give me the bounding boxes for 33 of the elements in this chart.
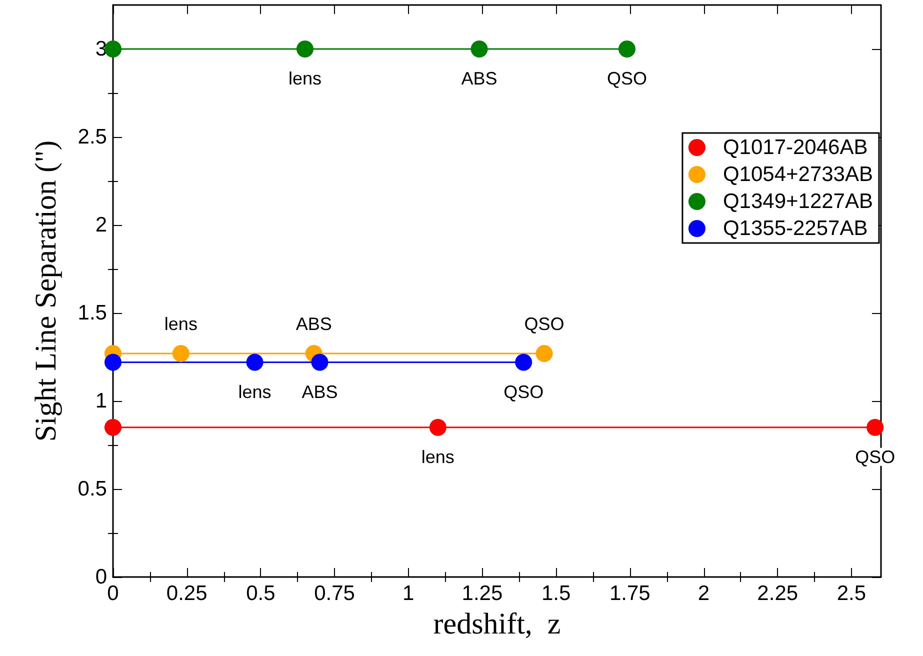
data-label: ABS	[296, 314, 332, 334]
data-label: QSO	[524, 314, 564, 334]
x-tick-label: 1.25	[462, 582, 503, 605]
data-label: ABS	[302, 382, 338, 402]
data-label: QSO	[504, 382, 544, 402]
data-label: ABS	[461, 68, 498, 88]
y-axis-title: Sight Line Separation (")	[30, 140, 62, 442]
x-tick-label: 1.75	[609, 582, 650, 605]
y-tick-label: 2	[95, 214, 107, 236]
legend-label: Q1349+1227AB	[722, 190, 873, 213]
legend-label: Q1355-2257AB	[722, 217, 868, 240]
x-tick-label: 2	[698, 582, 710, 605]
data-label: lens	[421, 446, 454, 467]
y-tick-label: 1	[95, 390, 107, 412]
y-tick-label: 2.5	[78, 126, 107, 148]
x-tick-label: 0.25	[166, 582, 208, 605]
legend-label: Q1017-2046AB	[722, 136, 868, 159]
x-tick-label: 0.5	[246, 582, 276, 605]
data-label: lens	[238, 382, 272, 402]
x-tick-label: 1	[402, 582, 414, 605]
data-label: lens	[164, 314, 198, 334]
y-tick-label: 0	[95, 566, 107, 588]
x-tick-label: 2.5	[836, 582, 866, 605]
data-label: lens	[288, 68, 322, 88]
x-tick-label: 0.75	[314, 582, 355, 605]
x-axis-title: redshift, z	[433, 607, 561, 640]
y-tick-label: 0.5	[78, 478, 107, 500]
y-tick-label: 1.5	[78, 302, 107, 324]
legend-label: Q1054+2733AB	[722, 163, 873, 186]
data-label: QSO	[606, 68, 647, 88]
x-tick-label: 2.25	[757, 582, 798, 605]
x-tick-label: 1.5	[541, 582, 571, 605]
data-label: QSO	[855, 446, 896, 467]
